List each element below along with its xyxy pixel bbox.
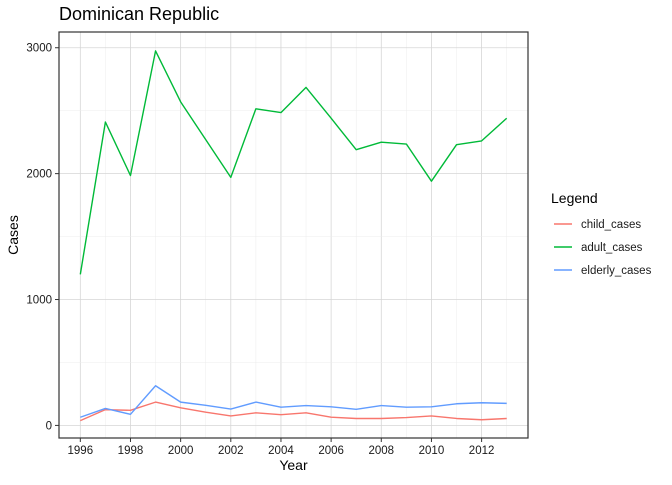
x-tick-label: 2012 bbox=[469, 445, 495, 457]
x-tick-label: 1998 bbox=[118, 445, 144, 457]
x-tick-label: 2006 bbox=[318, 445, 344, 457]
y-axis-label: Cases bbox=[5, 215, 21, 255]
chart-title: Dominican Republic bbox=[59, 4, 219, 24]
plot-border bbox=[58, 31, 529, 439]
legend-title: Legend bbox=[551, 190, 598, 206]
legend: Legend child_cases adult_cases elderly_cas… bbox=[551, 190, 652, 277]
x-tick-label: 2008 bbox=[368, 445, 394, 457]
series-line-elderly-cases bbox=[80, 385, 507, 418]
x-axis-label: Year bbox=[279, 457, 308, 473]
x-tick-label: 2004 bbox=[268, 445, 294, 457]
x-axis-ticks: 1996 1998 2000 2002 2004 2006 2008 2010 2012 bbox=[68, 438, 495, 457]
x-tick-label: 2002 bbox=[218, 445, 244, 457]
grid-lines bbox=[59, 32, 528, 438]
y-tick-label: 3000 bbox=[26, 43, 52, 55]
y-tick-label: 2000 bbox=[26, 169, 52, 181]
y-tick-label: 1000 bbox=[26, 295, 52, 307]
y-tick-label: 0 bbox=[46, 420, 52, 432]
x-tick-label: 1996 bbox=[68, 445, 94, 457]
y-axis-ticks: 0 1000 2000 3000 bbox=[26, 43, 59, 432]
legend-label: child_cases bbox=[581, 219, 641, 231]
x-tick-label: 2010 bbox=[419, 445, 445, 457]
series-line-child-cases bbox=[80, 401, 507, 422]
x-tick-label: 2000 bbox=[168, 445, 194, 457]
legend-label: adult_cases bbox=[581, 242, 643, 254]
legend-label: elderly_cases bbox=[581, 265, 652, 277]
series-line-adult-cases bbox=[79, 50, 508, 275]
series-lines bbox=[79, 50, 508, 422]
plot-panel bbox=[59, 32, 528, 438]
